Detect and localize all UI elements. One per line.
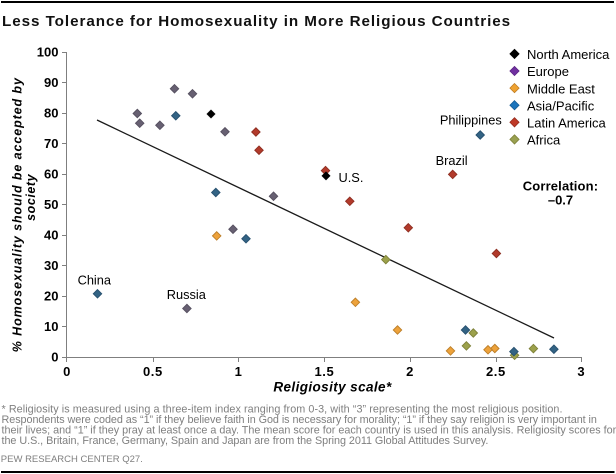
svg-text:PEW RESEARCH CENTER Q27.: PEW RESEARCH CENTER Q27. bbox=[1, 454, 143, 465]
svg-text:40: 40 bbox=[44, 228, 58, 243]
svg-text:% Homosexuality should be acce: % Homosexuality should be accepted by bbox=[11, 77, 25, 352]
svg-text:0.5: 0.5 bbox=[143, 364, 163, 379]
svg-text:90: 90 bbox=[44, 75, 58, 90]
svg-text:70: 70 bbox=[44, 136, 58, 151]
svg-text:2.5: 2.5 bbox=[486, 364, 506, 379]
svg-text:50: 50 bbox=[44, 197, 58, 212]
svg-text:Brazil: Brazil bbox=[436, 153, 468, 168]
svg-text:Africa: Africa bbox=[527, 133, 561, 148]
svg-text:China: China bbox=[78, 272, 112, 287]
svg-text:20: 20 bbox=[44, 289, 58, 304]
svg-text:3: 3 bbox=[577, 364, 585, 379]
svg-text:10: 10 bbox=[44, 319, 58, 334]
svg-text:Asia/Pacific: Asia/Pacific bbox=[527, 98, 595, 113]
svg-text:30: 30 bbox=[44, 258, 58, 273]
svg-text:Less Tolerance for Homosexuali: Less Tolerance for Homosexuality in More… bbox=[2, 13, 511, 30]
svg-text:the U.S., Britain, France, Ger: the U.S., Britain, France, Germany, Spai… bbox=[2, 435, 489, 447]
svg-text:their lives; and “1” if they p: their lives; and “1” if they pray at lea… bbox=[2, 425, 616, 437]
svg-text:Europe: Europe bbox=[527, 64, 569, 79]
svg-text:Russia: Russia bbox=[167, 287, 207, 302]
svg-text:60: 60 bbox=[44, 167, 58, 182]
svg-text:0: 0 bbox=[63, 364, 71, 379]
svg-text:Religiosity scale*: Religiosity scale* bbox=[273, 380, 392, 395]
svg-text:Correlation:: Correlation: bbox=[523, 179, 598, 194]
svg-text:Philippines: Philippines bbox=[440, 113, 502, 128]
svg-text:2: 2 bbox=[406, 364, 414, 379]
svg-text:100: 100 bbox=[37, 45, 59, 60]
svg-text:Respondents were coded as “1”: Respondents were coded as “1” if they be… bbox=[2, 414, 597, 426]
svg-text:society: society bbox=[24, 173, 38, 220]
svg-text:0: 0 bbox=[51, 350, 58, 365]
svg-text:* Religiosity is measured usin: * Religiosity is measured using a three-… bbox=[2, 404, 563, 416]
svg-text:1: 1 bbox=[235, 364, 243, 379]
svg-text:1.5: 1.5 bbox=[315, 364, 335, 379]
svg-text:North America: North America bbox=[527, 47, 610, 62]
svg-text:80: 80 bbox=[44, 106, 58, 121]
svg-text:Middle East: Middle East bbox=[527, 81, 595, 96]
svg-text:Latin America: Latin America bbox=[527, 116, 607, 131]
svg-text:U.S.: U.S. bbox=[339, 170, 364, 185]
svg-text:–0.7: –0.7 bbox=[548, 193, 573, 208]
